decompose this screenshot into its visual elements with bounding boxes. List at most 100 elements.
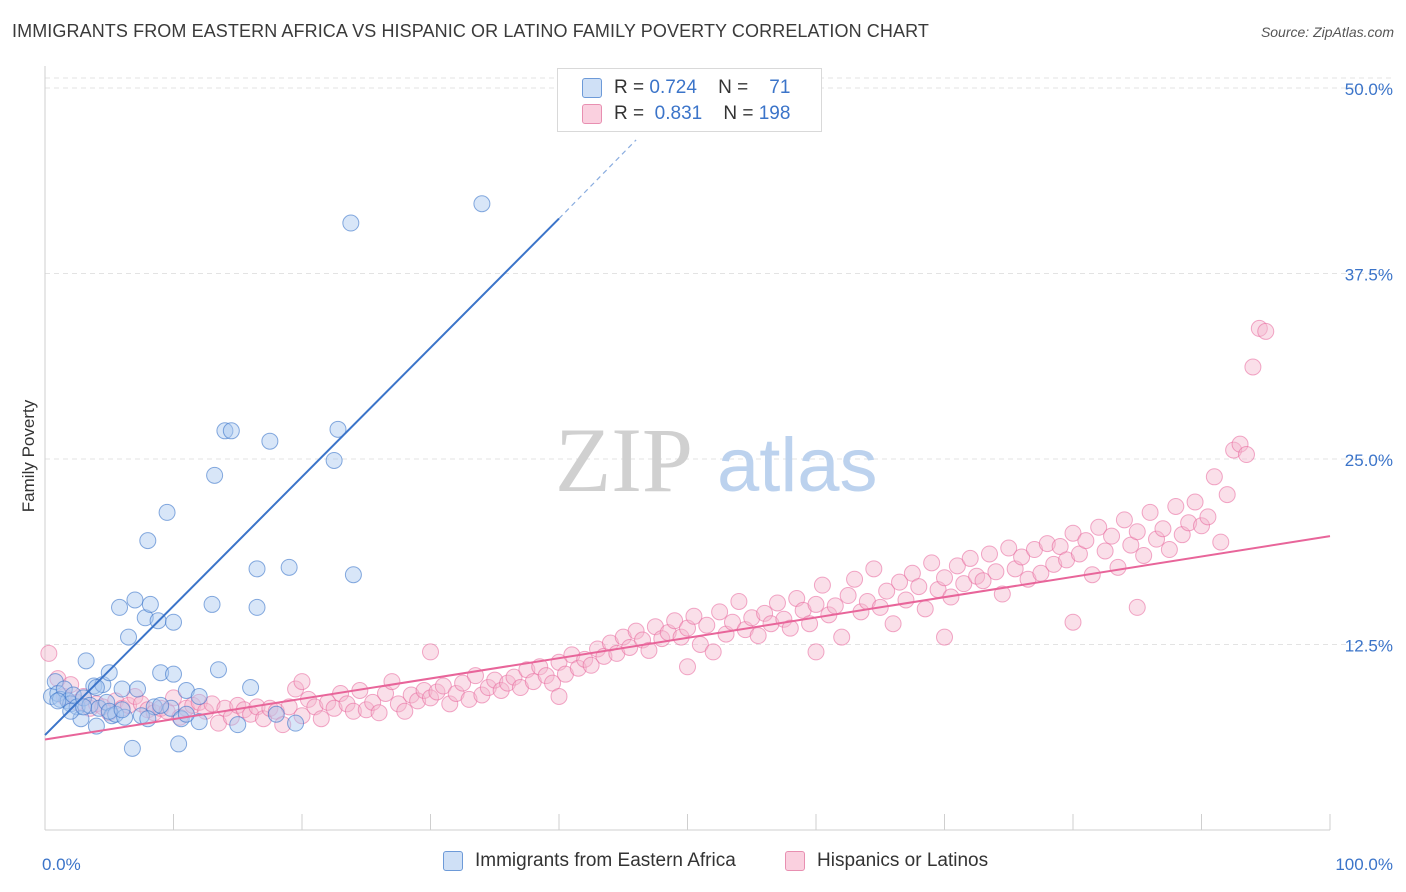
pink-point	[711, 603, 729, 621]
blue-point	[216, 422, 234, 440]
blue-point	[165, 665, 182, 683]
pink-point	[685, 607, 703, 625]
pink-point	[422, 689, 439, 707]
blue-point	[248, 598, 266, 616]
pink-point	[402, 686, 420, 704]
pink-point	[499, 674, 517, 692]
pink-point	[1154, 520, 1172, 538]
pink-point	[936, 569, 953, 587]
pink-point	[627, 622, 645, 640]
pink-point	[878, 582, 896, 600]
pink-point	[1000, 539, 1018, 557]
blue-point	[139, 532, 157, 550]
blue-point	[158, 503, 176, 521]
pink-point	[1013, 548, 1031, 566]
blue-point	[62, 702, 80, 720]
pink-point	[974, 572, 992, 590]
watermark-atlas: atlas	[717, 423, 878, 508]
pink-point	[813, 576, 831, 594]
blue-point	[177, 705, 195, 723]
pink-point	[743, 609, 761, 627]
n-value: 198	[758, 103, 791, 124]
pink-point	[165, 689, 182, 707]
legend-swatch-blue	[582, 78, 602, 98]
blue-point	[100, 664, 118, 682]
pink-point	[569, 659, 587, 677]
blue-point	[287, 714, 305, 732]
r-value: 0.724	[649, 77, 697, 98]
pink-point	[923, 554, 941, 572]
pink-point	[370, 704, 388, 722]
blue-trend-extension	[558, 139, 637, 220]
pink-point	[40, 644, 58, 662]
blue-point	[209, 661, 227, 679]
blue-point	[203, 595, 221, 613]
pink-point	[254, 710, 272, 728]
legend-text-series2: R = 0.831 N = 198	[614, 103, 790, 125]
blue-point	[49, 692, 67, 710]
pink-point	[293, 673, 311, 691]
pink-point	[1167, 497, 1185, 515]
pink-point	[730, 592, 748, 610]
pink-point	[190, 693, 208, 711]
bottom-legend-label-series2: Hispanics or Latinos	[817, 850, 989, 871]
pink-point	[460, 690, 478, 708]
blue-point	[248, 560, 266, 578]
watermark: ZIP atlas	[555, 409, 878, 511]
pink-point	[1148, 530, 1166, 548]
blue-point	[129, 680, 147, 698]
pink-point	[312, 710, 330, 728]
pink-point	[640, 641, 658, 659]
blue-trend-line	[44, 217, 560, 736]
pink-point	[383, 673, 401, 691]
pink-point	[203, 695, 221, 713]
n-label: N =	[718, 77, 749, 98]
pink-point	[409, 692, 427, 710]
blue-point	[100, 702, 118, 720]
pink-point	[1115, 511, 1133, 529]
blue-point	[280, 558, 298, 576]
tick-labels: 12.5% 25.0% 37.5% 50.0% 0.0% 100.0%	[42, 80, 1393, 874]
pink-point	[1257, 322, 1275, 340]
pink-point	[441, 695, 459, 713]
r-label: R =	[614, 77, 645, 98]
x-tick-label: 100.0%	[1335, 855, 1393, 874]
legend-swatch-pink	[582, 104, 602, 124]
pink-point	[865, 560, 883, 578]
pink-point	[550, 687, 568, 705]
pink-point	[704, 643, 722, 661]
pink-point	[274, 716, 292, 734]
pink-point	[1193, 517, 1210, 535]
blue-point	[81, 696, 99, 714]
pink-point	[891, 573, 909, 591]
pink-point	[993, 585, 1011, 603]
pink-point	[666, 612, 684, 630]
blue-point	[141, 595, 159, 613]
grid-lines	[45, 77, 1392, 645]
r-value: 0.831	[654, 103, 703, 124]
pink-point	[1218, 486, 1236, 504]
blue-point	[342, 214, 360, 232]
pink-point	[781, 619, 799, 637]
bottom-legend-series1: Immigrants from Eastern Africa	[443, 850, 736, 872]
blue-point	[190, 687, 208, 705]
pink-point	[364, 693, 382, 711]
pink-point	[961, 549, 979, 567]
pink-point	[280, 698, 298, 716]
trend-lines	[44, 139, 1331, 741]
pink-point	[826, 597, 844, 615]
pink-point	[987, 563, 1005, 581]
pink-point	[1199, 508, 1217, 526]
pink-point	[749, 627, 767, 645]
pink-point	[839, 587, 857, 605]
n-label: N =	[723, 103, 754, 124]
blue-point	[123, 739, 141, 757]
y-tick-label: 37.5%	[1345, 266, 1393, 285]
pink-point	[897, 591, 915, 609]
y-tick-label: 25.0%	[1345, 451, 1393, 470]
pink-point	[1045, 555, 1063, 573]
blue-point	[229, 716, 247, 734]
pink-point	[582, 656, 600, 674]
bottom-legend-label-series1: Immigrants from Eastern Africa	[475, 850, 736, 871]
